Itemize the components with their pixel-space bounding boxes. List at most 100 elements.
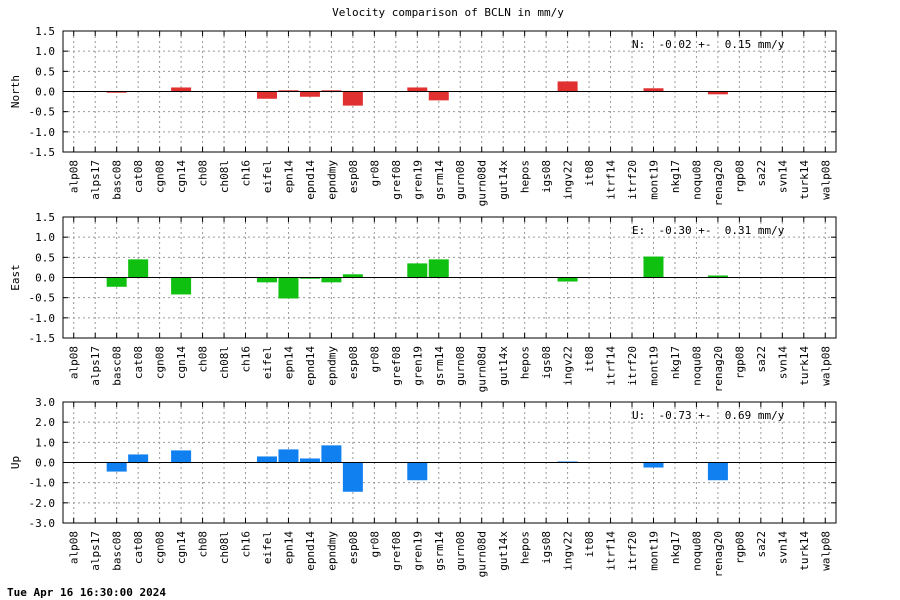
x-tick-label: ingv22	[562, 160, 575, 200]
bar-gren19	[407, 87, 428, 92]
bar-basc08	[106, 277, 127, 287]
bar-esp08	[342, 274, 363, 278]
x-tick-label: noqu08	[690, 531, 703, 571]
x-tick-label: gsrm14	[433, 160, 446, 200]
stat-label: N: -0.02 +- 0.15 mm/y	[632, 38, 785, 51]
bar-esp08	[342, 91, 363, 106]
y-tick-label: -2.0	[29, 497, 56, 510]
bar-epndmy	[321, 445, 342, 463]
x-tick-label: esp08	[347, 160, 360, 193]
bar-epn14	[278, 90, 299, 92]
x-tick-label: epn14	[282, 346, 295, 379]
x-tick-label: ch08	[197, 346, 210, 373]
x-tick-label: basc08	[111, 531, 124, 571]
x-tick-label: gref08	[390, 160, 403, 200]
bar-esp08	[342, 462, 363, 492]
y-tick-label: 1.0	[35, 231, 55, 244]
x-tick-label: gren19	[411, 160, 424, 200]
x-tick-label: gr08	[368, 531, 381, 558]
x-tick-label: hepos	[519, 160, 532, 193]
x-tick-label: turk14	[798, 531, 811, 571]
x-tick-label: gut14x	[497, 160, 510, 200]
x-tick-label: cgn08	[154, 346, 167, 379]
x-tick-label: renag20	[712, 160, 725, 206]
x-tick-label: igs08	[540, 346, 553, 379]
x-tick-label: ch16	[240, 160, 253, 187]
y-tick-label: -1.0	[29, 312, 56, 325]
x-tick-label: gr08	[368, 346, 381, 373]
y-tick-label: 0.5	[35, 65, 55, 78]
x-tick-label: hepos	[519, 346, 532, 379]
x-tick-label: ch16	[240, 531, 253, 558]
x-tick-label: rgp08	[733, 160, 746, 193]
x-tick-label: ch08l	[218, 160, 231, 193]
x-tick-label: sa22	[755, 346, 768, 373]
y-tick-label: -1.0	[29, 126, 56, 139]
x-tick-label: sa22	[755, 531, 768, 558]
y-tick-label: 0.5	[35, 251, 55, 264]
x-tick-label: gsrm14	[433, 346, 446, 386]
y-axis-label: East	[9, 264, 22, 291]
stat-label: E: -0.30 +- 0.31 mm/y	[632, 224, 785, 237]
x-tick-label: ch08l	[218, 531, 231, 564]
x-tick-label: epndmy	[325, 346, 338, 386]
x-tick-label: esp08	[347, 346, 360, 379]
y-tick-label: -1.5	[29, 332, 56, 345]
bar-gren19	[407, 263, 428, 278]
bar-gsrm14	[428, 91, 449, 101]
y-tick-label: 2.0	[35, 416, 55, 429]
bar-basc08	[106, 91, 127, 93]
x-tick-label: gurn08	[454, 531, 467, 571]
x-tick-label: eifel	[261, 160, 274, 193]
x-tick-label: mont19	[647, 160, 660, 200]
x-tick-label: turk14	[798, 160, 811, 200]
x-tick-label: epnd14	[304, 160, 317, 200]
x-tick-label: cgn08	[154, 531, 167, 564]
x-tick-label: gut14x	[497, 531, 510, 571]
x-tick-label: epnd14	[304, 531, 317, 571]
y-tick-label: -1.0	[29, 477, 56, 490]
x-tick-label: gurn08d	[476, 531, 489, 577]
x-tick-label: cgn14	[175, 531, 188, 564]
x-tick-label: gr08	[368, 160, 381, 187]
x-tick-label: svn14	[776, 160, 789, 193]
x-tick-label: cat08	[132, 346, 145, 379]
x-tick-label: basc08	[111, 160, 124, 200]
x-tick-label: rgp08	[733, 531, 746, 564]
bar-gsrm14	[428, 259, 449, 278]
x-tick-label: renag20	[712, 346, 725, 392]
x-tick-label: gurn08d	[476, 160, 489, 206]
panel-up: 3.0 2.0 1.0 0.0 -1.0 -2.0 -3.0 alp08 alps17 basc0…	[9, 396, 837, 577]
x-tick-label: ch08	[197, 160, 210, 187]
x-tick-label: gren19	[411, 346, 424, 386]
x-tick-label: nkg17	[669, 160, 682, 193]
x-tick-label: gsrm14	[433, 531, 446, 571]
bar-renag20	[707, 91, 728, 95]
bar-mont19	[643, 462, 664, 468]
y-axis-label: North	[9, 75, 22, 108]
x-tick-label: cgn08	[154, 160, 167, 193]
x-tick-label: epn14	[282, 531, 295, 564]
x-tick-label: hepos	[519, 531, 532, 564]
bar-cgn14	[171, 450, 192, 463]
x-tick-label: svn14	[776, 346, 789, 379]
x-tick-label: walp08	[819, 531, 832, 571]
x-tick-label: epndmy	[325, 160, 338, 200]
x-tick-label: cgn14	[175, 160, 188, 193]
footer-timestamp: Tue Apr 16 16:30:00 2024	[7, 586, 166, 599]
x-tick-label: rgp08	[733, 346, 746, 379]
x-tick-label: turk14	[798, 346, 811, 386]
y-tick-label: 0.0	[35, 457, 55, 470]
x-tick-label: cat08	[132, 160, 145, 193]
x-tick-label: noqu08	[690, 346, 703, 386]
stat-label: U: -0.73 +- 0.69 mm/y	[632, 409, 785, 422]
x-tick-label: sa22	[755, 160, 768, 187]
x-tick-label: ch08l	[218, 346, 231, 379]
bar-gren19	[407, 462, 428, 481]
bar-basc08	[106, 462, 127, 472]
x-tick-label: esp08	[347, 531, 360, 564]
x-tick-label: igs08	[540, 531, 553, 564]
bar-epnd14	[299, 91, 320, 97]
bar-eifel	[256, 91, 277, 99]
bar-mont19	[643, 88, 664, 92]
